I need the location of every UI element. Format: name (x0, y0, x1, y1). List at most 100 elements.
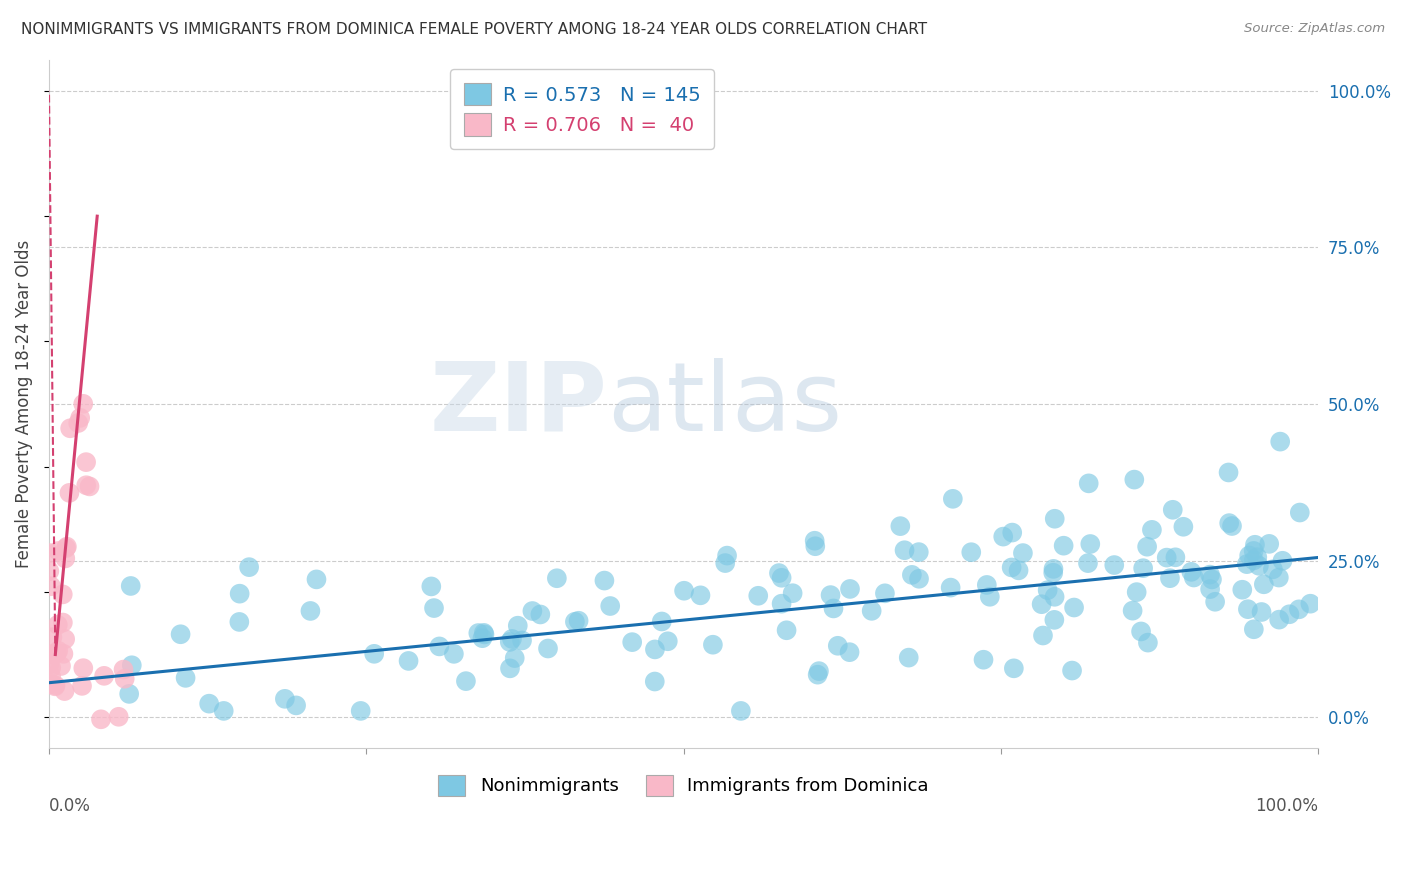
Point (860, 604, 883, 618)
Point (1104, 558, 1126, 572)
Point (807, 667, 830, 681)
Point (873, 586, 896, 600)
Point (69, 410, 91, 425)
Text: ZIP: ZIP (430, 358, 607, 450)
Point (1220, 519, 1243, 533)
Point (564, 615, 586, 629)
Point (503, 651, 526, 665)
Point (423, 601, 446, 615)
Point (993, 530, 1015, 544)
Point (1236, 557, 1258, 571)
Point (1042, 562, 1064, 576)
Point (1204, 595, 1226, 609)
Point (804, 539, 827, 553)
Point (1078, 537, 1101, 551)
Point (657, 634, 679, 648)
Point (1253, 577, 1275, 591)
Point (285, 698, 308, 713)
Point (827, 639, 849, 653)
Point (1031, 597, 1053, 611)
Point (41, 648, 63, 662)
Point (1247, 558, 1270, 573)
Point (1271, 554, 1294, 568)
Point (350, 704, 373, 718)
Point (1052, 539, 1074, 553)
Point (499, 661, 522, 675)
Point (174, 671, 197, 685)
Point (1042, 566, 1064, 580)
Point (823, 601, 845, 615)
Point (546, 571, 568, 585)
Point (942, 491, 965, 506)
Point (39, 579, 62, 593)
Point (443, 647, 465, 661)
Point (1164, 550, 1187, 565)
Point (299, 604, 322, 618)
Text: NONIMMIGRANTS VS IMMIGRANTS FROM DOMINICA FEMALE POVERTY AMONG 18-24 YEAR OLDS C: NONIMMIGRANTS VS IMMIGRANTS FROM DOMINIC… (21, 22, 927, 37)
Point (1043, 613, 1066, 627)
Point (474, 627, 496, 641)
Point (770, 571, 793, 585)
Point (55, 541, 77, 555)
Point (363, 647, 385, 661)
Point (537, 641, 560, 656)
Point (1199, 582, 1222, 596)
Point (305, 573, 328, 587)
Point (1218, 516, 1240, 530)
Point (1156, 550, 1178, 565)
Point (454, 674, 477, 689)
Point (169, 627, 191, 641)
Point (908, 572, 931, 586)
Point (429, 640, 451, 654)
Point (1002, 661, 1025, 675)
Point (1243, 544, 1265, 558)
Point (114, 672, 136, 686)
Point (49, 659, 72, 673)
Point (53, 551, 76, 566)
Point (893, 543, 915, 558)
Point (121, 658, 143, 673)
Point (1250, 605, 1272, 619)
Point (644, 674, 666, 689)
Point (467, 626, 489, 640)
Point (39, 670, 62, 684)
Point (1258, 537, 1281, 551)
Point (1173, 520, 1195, 534)
Point (1237, 549, 1260, 563)
Point (939, 581, 962, 595)
Point (1043, 512, 1066, 526)
Y-axis label: Female Poverty Among 18-24 Year Olds: Female Poverty Among 18-24 Year Olds (15, 240, 32, 568)
Point (644, 642, 666, 657)
Point (747, 589, 769, 603)
Point (38, 657, 60, 672)
Point (72, 397, 94, 411)
Point (960, 545, 983, 559)
Point (1001, 560, 1024, 574)
Point (46, 544, 69, 558)
Point (506, 618, 529, 632)
Point (38, 546, 60, 560)
Point (716, 549, 738, 563)
Point (90, 712, 112, 726)
Point (1243, 622, 1265, 636)
Point (1032, 628, 1054, 642)
Point (775, 624, 797, 638)
Point (1201, 573, 1223, 587)
Point (820, 588, 842, 602)
Point (1123, 473, 1146, 487)
Text: 0.0%: 0.0% (49, 797, 91, 814)
Point (274, 691, 297, 706)
Point (1136, 540, 1159, 554)
Point (1161, 503, 1184, 517)
Point (1077, 556, 1099, 570)
Point (689, 588, 711, 602)
Point (1288, 506, 1310, 520)
Point (1232, 582, 1254, 597)
Point (120, 579, 142, 593)
Point (839, 582, 862, 596)
Point (1278, 607, 1301, 622)
Point (568, 614, 591, 628)
Point (1270, 434, 1292, 449)
Point (510, 633, 533, 648)
Point (1063, 600, 1085, 615)
